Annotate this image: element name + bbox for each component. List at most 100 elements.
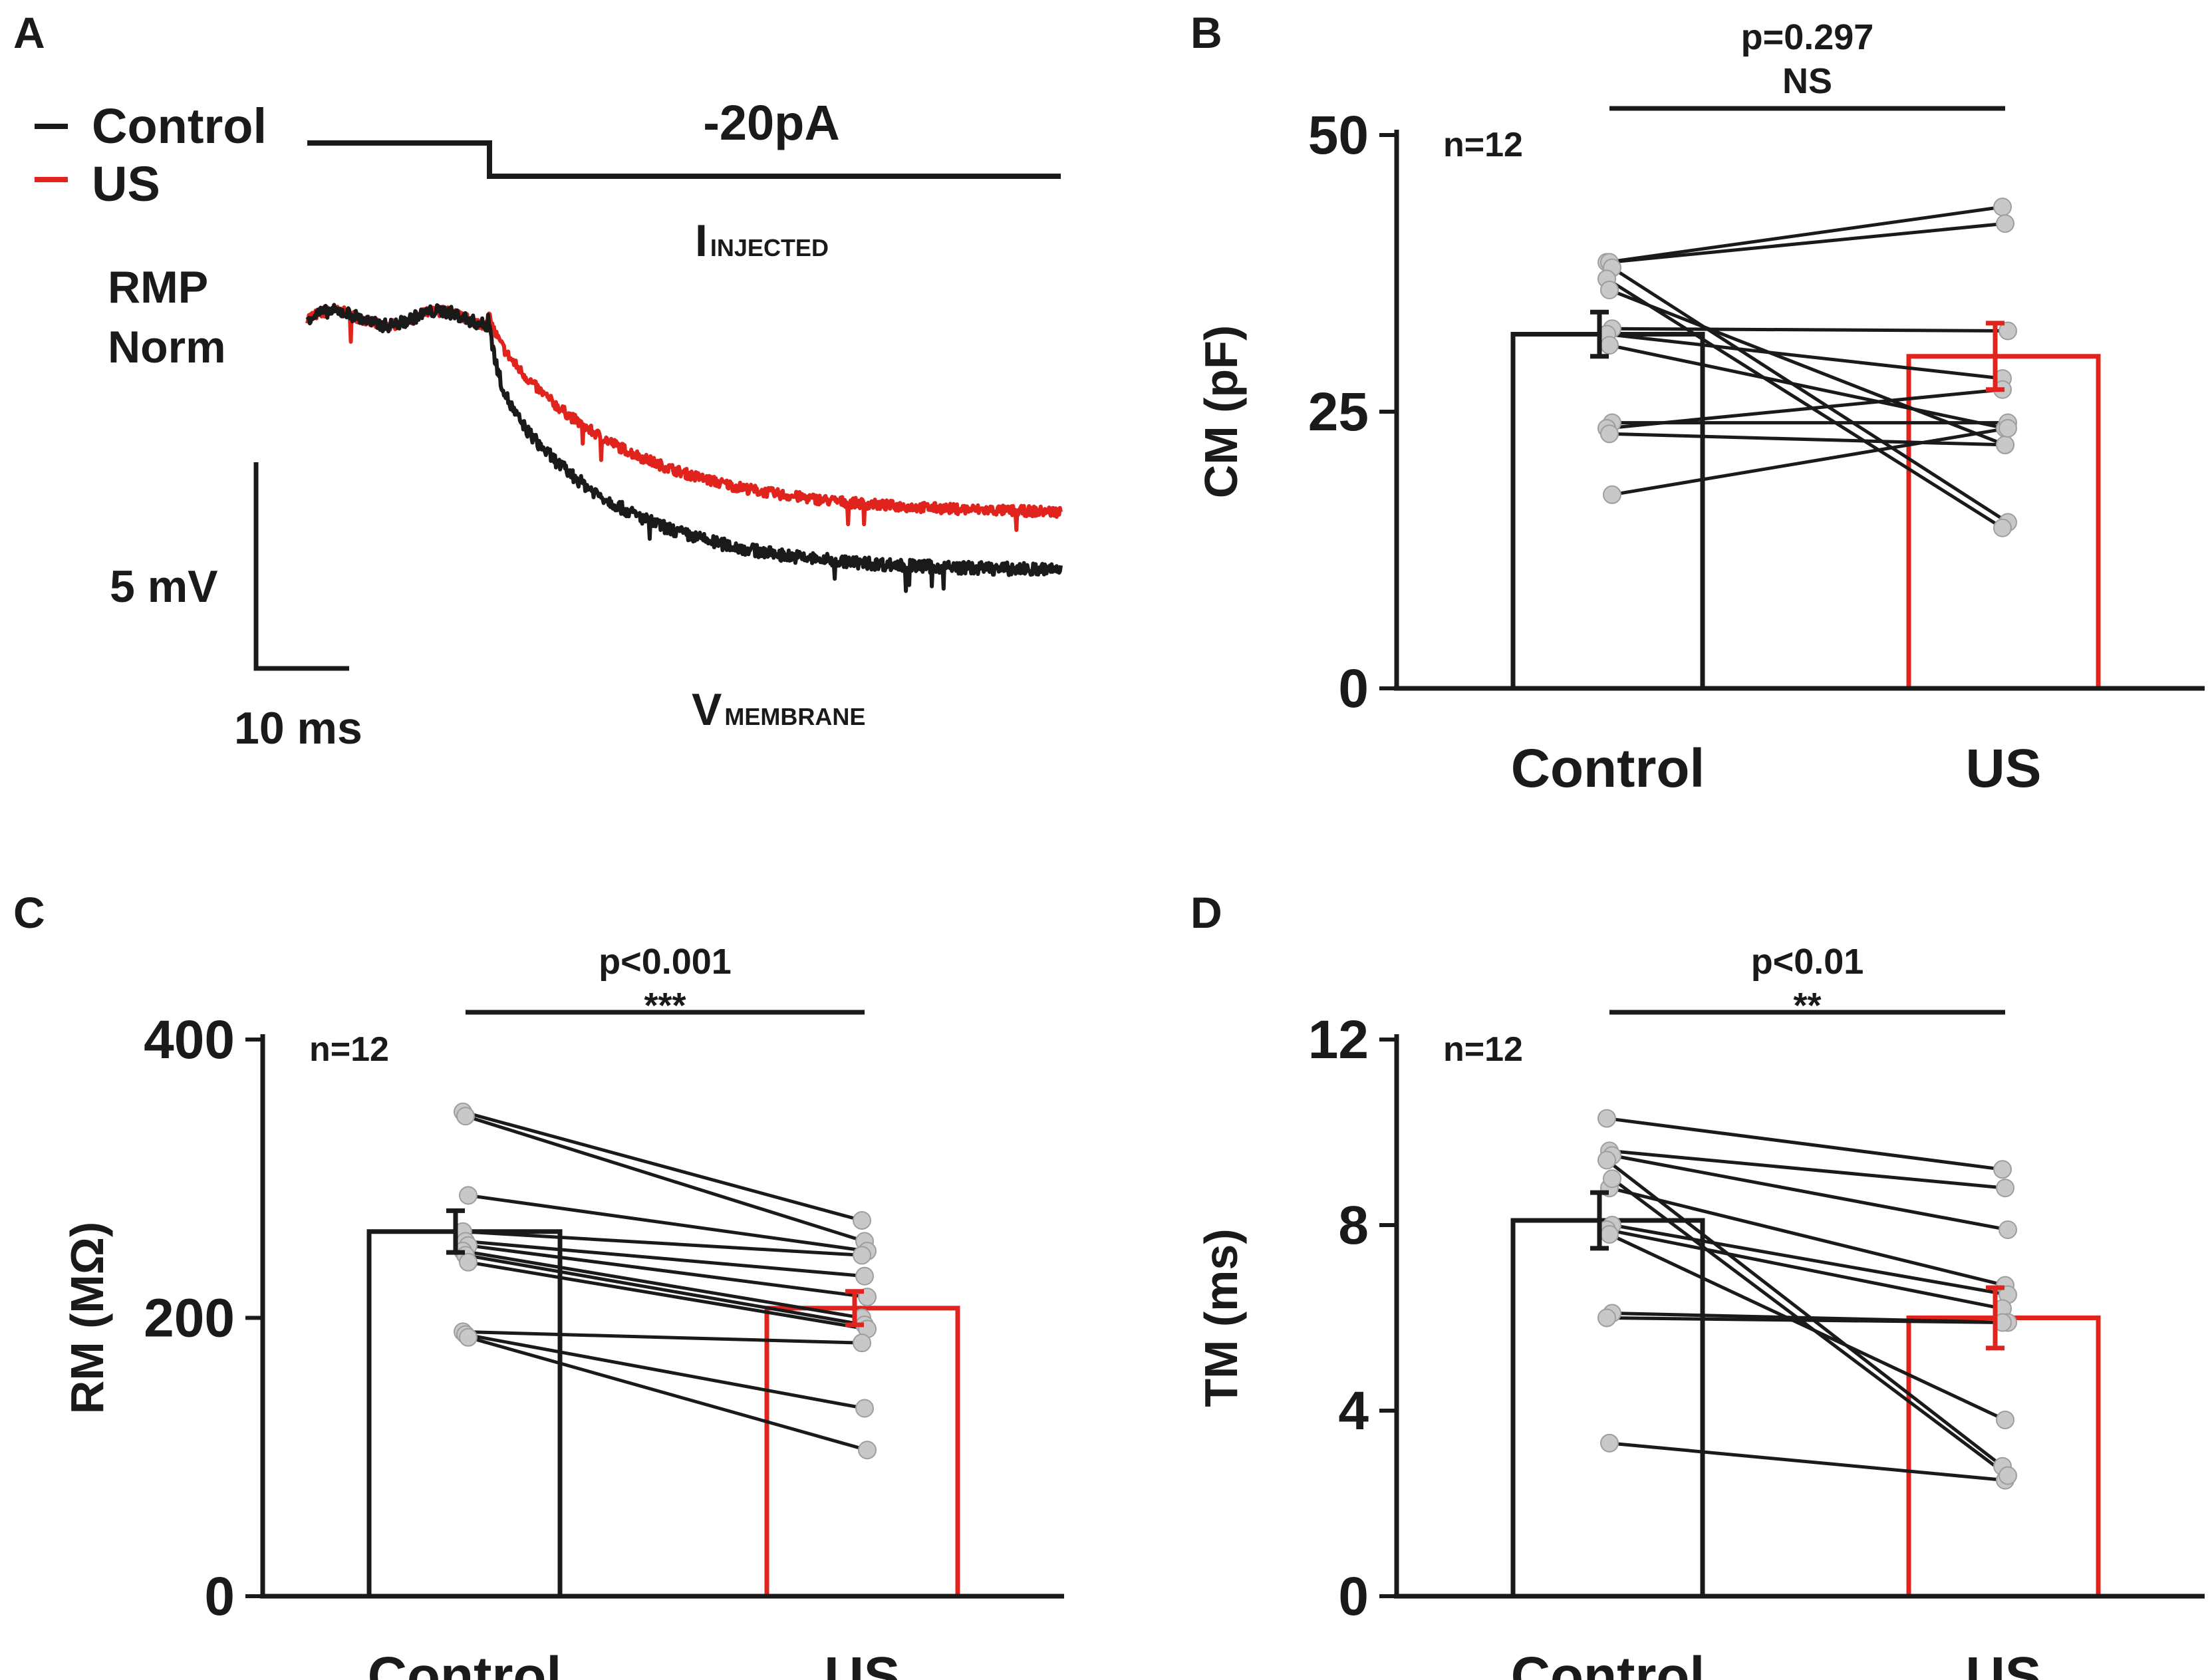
bar-control-d bbox=[1510, 1218, 1705, 1596]
paired-line-d-11 bbox=[1611, 1177, 2009, 1477]
data-point-d-1-2 bbox=[1999, 1220, 2017, 1239]
paired-line-b-2 bbox=[1611, 266, 2009, 524]
paired-line-d-1 bbox=[1609, 1149, 2006, 1190]
y-tick-label-b-0: 0 bbox=[1338, 658, 1369, 719]
error-bar-us-d bbox=[1986, 1285, 2005, 1351]
panel-a: A Control US -20pA I INJECTED RMP Norm 5 … bbox=[13, 8, 1063, 754]
data-point-c-1-10 bbox=[855, 1399, 874, 1418]
data-point-c-0-1 bbox=[456, 1107, 475, 1126]
bar-control-c bbox=[366, 1229, 563, 1596]
paired-line-c-8 bbox=[468, 1260, 868, 1331]
paired-line-d-5 bbox=[1611, 1223, 2008, 1297]
x-tick-label-control-b: Control bbox=[1511, 738, 1705, 799]
legend-control-label: Control bbox=[92, 98, 267, 154]
error-bar-control-c bbox=[446, 1208, 465, 1255]
panel-d: D 0 4 8 12 Control US TM (ms) n=12 p<0.01** bbox=[1190, 888, 2205, 1680]
paired-line-b-10 bbox=[1609, 432, 2006, 447]
y-axis-label-d: TM (ms) bbox=[1195, 1228, 1247, 1407]
data-point-d-0-11 bbox=[1603, 1169, 1621, 1189]
i-injected-label: I INJECTED bbox=[695, 215, 829, 266]
paired-line-b-9 bbox=[1606, 388, 2003, 430]
paired-line-c-5 bbox=[468, 1244, 868, 1299]
y-tick-label-d-12: 12 bbox=[1308, 1010, 1369, 1070]
bar-control-b bbox=[1510, 332, 1705, 688]
paired-line-c-3 bbox=[462, 1230, 863, 1257]
data-point-b-0-7 bbox=[1600, 336, 1619, 355]
data-point-d-0-10 bbox=[1600, 1433, 1619, 1453]
current-step-label: -20pA bbox=[703, 95, 840, 150]
significance-stars-b: NS bbox=[1782, 61, 1832, 101]
paired-line-b-4 bbox=[1609, 288, 2006, 447]
trace-control bbox=[305, 303, 1063, 593]
paired-line-d-0 bbox=[1606, 1117, 2003, 1171]
bar-us-c bbox=[764, 1306, 960, 1596]
paired-line-d-4 bbox=[1609, 1186, 2006, 1288]
n-label-c: n=12 bbox=[309, 1030, 389, 1069]
paired-line-c-0 bbox=[462, 1110, 863, 1222]
error-bar-control-b bbox=[1590, 309, 1609, 359]
x-tick-label-us-c: US bbox=[825, 1646, 900, 1680]
paired-line-b-7 bbox=[1609, 343, 2006, 430]
panel-label-a: A bbox=[13, 8, 45, 57]
data-point-c-1-9 bbox=[853, 1333, 871, 1353]
x-tick-label-control-d: Control bbox=[1511, 1646, 1705, 1680]
data-point-c-0-2 bbox=[459, 1186, 478, 1205]
y-tick-label-c-0: 0 bbox=[204, 1566, 235, 1627]
legend-us-label: US bbox=[92, 156, 160, 211]
data-point-b-1-3 bbox=[1993, 518, 2012, 537]
data-point-b-1-0 bbox=[1993, 198, 2012, 217]
panel-label-d: D bbox=[1190, 888, 1222, 937]
paired-line-b-3 bbox=[1605, 277, 2004, 529]
paired-line-b-6 bbox=[1606, 333, 2003, 380]
paired-line-c-2 bbox=[468, 1193, 868, 1253]
data-point-d-1-7 bbox=[1996, 1410, 2014, 1429]
error-bar-us-b bbox=[1986, 321, 2005, 392]
paired-line-c-6 bbox=[462, 1249, 863, 1320]
error-bar-us-c bbox=[845, 1289, 864, 1328]
panel-label-b: B bbox=[1190, 8, 1222, 57]
paired-line-c-10 bbox=[465, 1333, 865, 1410]
y-tick-label-c-200: 200 bbox=[144, 1288, 235, 1349]
scale-voltage-label: 5 mV bbox=[110, 561, 218, 612]
paired-line-c-1 bbox=[465, 1114, 865, 1243]
panel-label-c: C bbox=[13, 888, 45, 937]
paired-line-b-1 bbox=[1609, 221, 2006, 264]
p-value-c: p<0.001 bbox=[599, 942, 732, 982]
p-value-d: p<0.01 bbox=[1751, 942, 1864, 982]
data-point-b-1-1 bbox=[1996, 214, 2014, 233]
p-value-b: p=0.297 bbox=[1741, 17, 1874, 57]
data-point-b-0-10 bbox=[1600, 424, 1619, 444]
n-label-b: n=12 bbox=[1443, 126, 1523, 164]
scale-time-label: 10 ms bbox=[234, 703, 362, 754]
panel-c: C 0 200 400 Control US RM (MΩ) n=12 p<0.001*** bbox=[13, 888, 1064, 1680]
x-tick-label-us-b: US bbox=[1966, 738, 2042, 799]
v-membrane-label: V MEMBRANE bbox=[692, 684, 865, 735]
data-point-c-0-8 bbox=[459, 1252, 478, 1272]
y-tick-label-d-0: 0 bbox=[1338, 1566, 1369, 1627]
scale-bar bbox=[253, 462, 349, 671]
current-step-trace bbox=[307, 140, 1061, 179]
paired-line-d-2 bbox=[1611, 1153, 2008, 1232]
data-point-c-1-0 bbox=[853, 1211, 871, 1230]
paired-line-c-11 bbox=[468, 1335, 868, 1452]
y-tick-label-d-8: 8 bbox=[1338, 1195, 1369, 1256]
data-point-d-0-9 bbox=[1597, 1308, 1616, 1328]
data-point-d-1-11 bbox=[1999, 1466, 2017, 1485]
y-tick-label-b-25: 25 bbox=[1308, 382, 1369, 442]
y-tick-label-d-4: 4 bbox=[1338, 1381, 1369, 1441]
data-point-d-0-0 bbox=[1597, 1109, 1616, 1128]
error-bar-control-d bbox=[1590, 1190, 1609, 1251]
paired-line-d-3 bbox=[1605, 1159, 2004, 1468]
y-axis-label-c: RM (MΩ) bbox=[61, 1222, 113, 1414]
n-label-d: n=12 bbox=[1443, 1030, 1523, 1069]
data-point-d-0-3 bbox=[1597, 1151, 1616, 1170]
paired-line-d-9 bbox=[1606, 1316, 2003, 1324]
significance-stars-d: ** bbox=[1793, 986, 1821, 1026]
x-tick-label-control-c: Control bbox=[368, 1646, 561, 1680]
paired-line-b-5 bbox=[1611, 327, 2008, 333]
bar-us-d bbox=[1906, 1316, 2101, 1596]
y-axis-label-b: CM (pF) bbox=[1195, 325, 1247, 498]
data-point-d-1-0 bbox=[1993, 1160, 2012, 1179]
